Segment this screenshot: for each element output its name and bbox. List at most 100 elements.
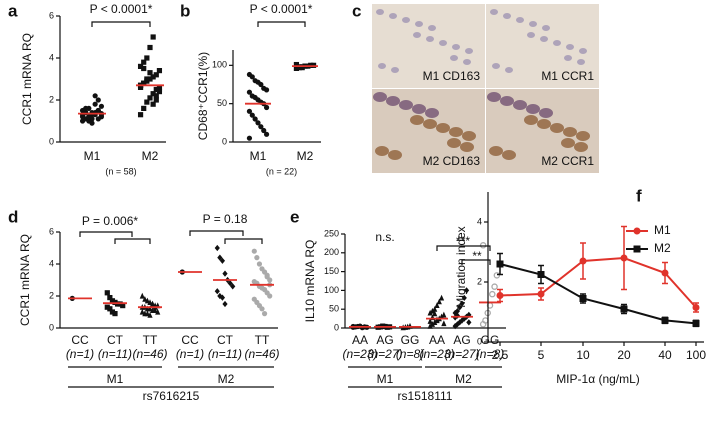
cell: [376, 9, 384, 15]
annotation: ***: [456, 234, 470, 248]
annotation: P < 0.0001*: [250, 2, 313, 16]
n-label: (n=46): [244, 347, 279, 361]
point: [214, 244, 220, 252]
y-axis-label: IL10 mRNA RQ: [303, 240, 317, 323]
group-label: M1: [377, 372, 394, 386]
point: [155, 308, 161, 315]
x-tick-label: AA: [429, 333, 445, 347]
n-label: (n=8): [396, 347, 424, 361]
point: [95, 116, 101, 122]
point: [144, 99, 150, 105]
panel-label: f: [636, 186, 642, 205]
cell: [391, 67, 399, 73]
point: [112, 311, 118, 317]
x-axis-label: rs7616215: [143, 389, 200, 403]
point: [156, 86, 163, 93]
point: [141, 105, 147, 111]
cell: [527, 32, 535, 38]
point: [246, 108, 253, 114]
cell: [563, 127, 577, 137]
x-tick-label: M1: [84, 149, 101, 163]
point: [259, 306, 265, 312]
x-tick-label: 5: [538, 348, 545, 362]
point: [261, 127, 267, 134]
n-label: (n=1): [176, 347, 204, 361]
point: [142, 296, 148, 302]
cell: [463, 59, 471, 65]
n-note: (n = 22): [266, 166, 297, 176]
legend-label: M2: [654, 241, 671, 255]
bracket: [91, 21, 151, 27]
y-axis-label: Migration index: [454, 226, 468, 307]
point: [139, 308, 145, 315]
point: [263, 104, 270, 111]
cell: [399, 100, 413, 110]
x-tick-label: M2: [142, 149, 159, 163]
point: [137, 112, 144, 118]
point: [461, 294, 467, 302]
cell: [566, 44, 574, 50]
point: [620, 254, 628, 262]
cell: [375, 146, 389, 156]
point: [537, 290, 545, 298]
point: [457, 304, 463, 311]
cell: [574, 142, 588, 152]
x-tick-label: AG: [376, 333, 393, 347]
cell: [542, 25, 550, 31]
cell: [428, 25, 436, 31]
point: [454, 321, 461, 328]
y-tick-label: 0: [477, 336, 482, 346]
n-note: (n = 58): [105, 166, 136, 176]
point: [147, 44, 153, 51]
point: [427, 318, 433, 324]
point: [249, 74, 255, 80]
point: [436, 298, 442, 305]
point: [441, 320, 447, 327]
cell: [579, 48, 587, 54]
point: [264, 272, 270, 278]
point: [293, 61, 300, 68]
point: [258, 81, 264, 88]
point: [141, 65, 147, 72]
point: [479, 242, 487, 249]
cell: [450, 55, 458, 61]
point: [217, 254, 223, 261]
point: [86, 114, 92, 120]
point: [92, 93, 98, 99]
point: [227, 280, 233, 287]
n-label: (n=23): [419, 347, 454, 361]
cell: [462, 131, 476, 141]
cell: [373, 92, 387, 102]
point: [144, 76, 150, 82]
n-label: (n=8): [476, 347, 504, 361]
point: [141, 80, 147, 86]
n-label: (n=23): [342, 347, 377, 361]
point: [104, 290, 110, 296]
image-label: M1 CD163: [423, 69, 481, 83]
n-label: (n=11): [208, 347, 242, 361]
x-tick-label: CT: [107, 333, 124, 347]
x-tick-label: CC: [71, 333, 89, 347]
point: [661, 316, 669, 324]
cell: [413, 32, 421, 38]
point: [427, 309, 433, 316]
point: [466, 319, 472, 326]
point: [137, 63, 144, 69]
legend-marker: [633, 227, 641, 235]
annotation: **: [472, 249, 482, 263]
cell: [553, 40, 561, 46]
point: [107, 295, 113, 301]
point: [493, 272, 501, 279]
cell: [410, 115, 424, 125]
point: [496, 292, 504, 299]
cell: [487, 92, 501, 102]
cell: [452, 44, 460, 50]
point: [256, 261, 263, 267]
y-tick-label: 100: [324, 285, 339, 295]
cell: [500, 96, 514, 106]
point: [246, 89, 253, 95]
cell: [526, 104, 540, 114]
x-tick-label: M2: [297, 149, 314, 163]
image-label: M2 CCR1: [541, 154, 594, 168]
cell: [561, 138, 575, 148]
